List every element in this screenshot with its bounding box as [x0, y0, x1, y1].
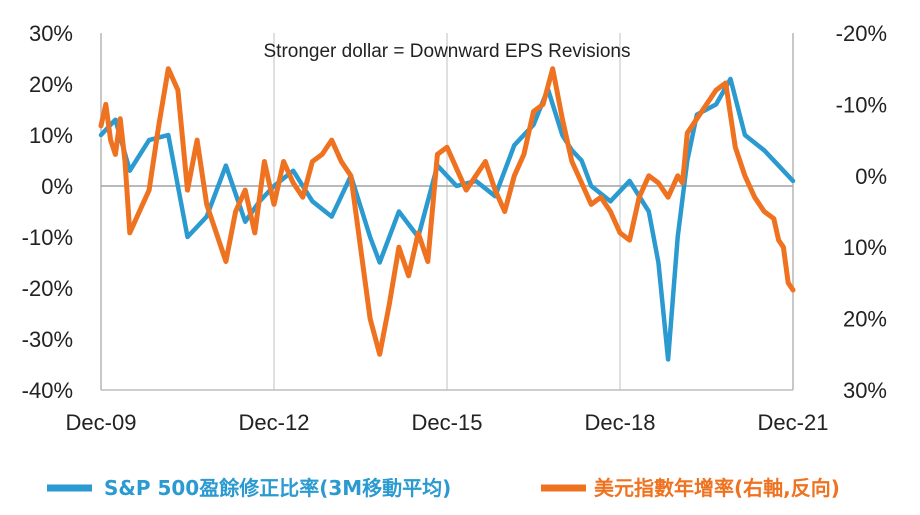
legend-label-0: S&P 500盈餘修正比率(3M移動平均): [104, 476, 451, 500]
legend-label-1: 美元指數年增率(右軸,反向): [594, 476, 840, 500]
left-tick-label: 20%: [29, 72, 73, 97]
left-tick-label: -30%: [22, 327, 73, 352]
right-tick-label: 20%: [843, 307, 887, 332]
x-axis-ticks: Dec-09 Dec-12 Dec-15 Dec-18 Dec-21: [66, 410, 829, 435]
right-axis-ticks: -20% -10% 0% 10% 20% 30%: [836, 21, 887, 403]
left-tick-label: 30%: [29, 21, 73, 46]
left-axis-ticks: 30% 20% 10% 0% -10% -20% -30% -40%: [22, 21, 73, 403]
left-tick-label: -20%: [22, 276, 73, 301]
series-line-1: [98, 66, 796, 357]
left-tick-label: 10%: [29, 123, 73, 148]
right-tick-label: 30%: [843, 378, 887, 403]
x-tick-label: Dec-18: [585, 410, 656, 435]
grid: [100, 33, 794, 390]
x-tick-label: Dec-12: [239, 410, 310, 435]
left-tick-label: -40%: [22, 378, 73, 403]
left-tick-label: -10%: [22, 225, 73, 250]
series-layer: [98, 66, 796, 362]
legend: S&P 500盈餘修正比率(3M移動平均) 美元指數年增率(右軸,反向): [47, 476, 840, 500]
x-tick-label: Dec-09: [66, 410, 137, 435]
right-tick-label: 0%: [855, 164, 887, 189]
x-tick-label: Dec-21: [758, 410, 829, 435]
right-tick-label: -20%: [836, 21, 887, 46]
right-tick-label: 10%: [843, 235, 887, 260]
right-tick-label: -10%: [836, 92, 887, 117]
left-tick-label: 0%: [41, 174, 73, 199]
x-tick-label: Dec-15: [412, 410, 483, 435]
chart-annotation: Stronger dollar = Downward EPS Revisions: [264, 41, 631, 62]
